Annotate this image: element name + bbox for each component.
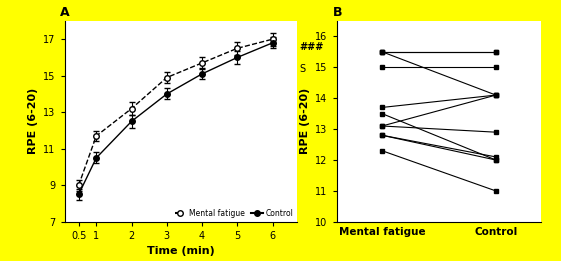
Legend: Mental fatigue, Control: Mental fatigue, Control — [174, 209, 293, 218]
Y-axis label: RPE (6-20): RPE (6-20) — [300, 88, 310, 155]
Text: ###: ### — [300, 42, 324, 52]
Text: A: A — [60, 6, 70, 19]
X-axis label: Time (min): Time (min) — [147, 246, 215, 257]
Text: B: B — [333, 6, 342, 19]
Y-axis label: RPE (6-20): RPE (6-20) — [27, 88, 38, 155]
Text: S: S — [300, 64, 306, 74]
